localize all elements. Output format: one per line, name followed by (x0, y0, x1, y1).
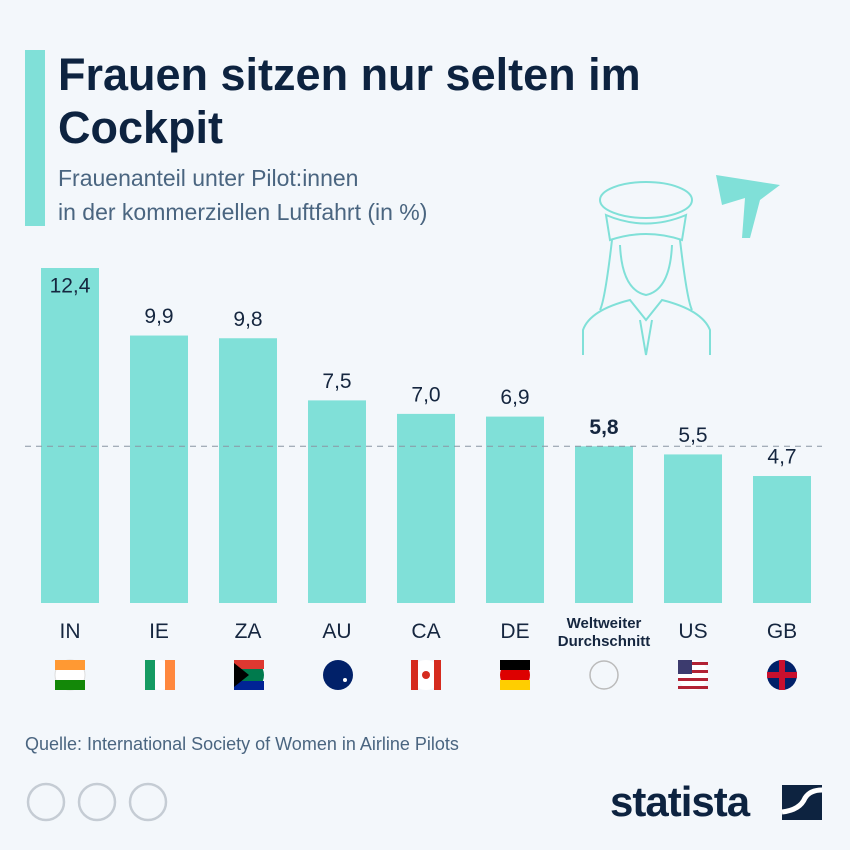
x-tick-label: DE (500, 620, 530, 643)
value-label: 9,9 (144, 305, 173, 328)
value-label: 7,0 (411, 383, 440, 406)
pilot-illustration (582, 175, 780, 356)
value-label: 7,5 (322, 370, 351, 393)
x-tick-label: IN (59, 620, 81, 643)
bar (130, 335, 188, 603)
value-label: 12,4 (50, 275, 91, 298)
bar (753, 476, 811, 603)
x-tick-label: Weltweiter Durchschnitt (557, 615, 651, 650)
x-tick-label: US (678, 620, 708, 643)
bar (308, 400, 366, 603)
x-tick-label: AU (322, 620, 352, 643)
chart-subtitle: in der kommerziellen Luftfahrt (in %) (58, 199, 428, 225)
brand: statista (610, 778, 750, 825)
bar (575, 446, 633, 603)
flags (54, 659, 797, 691)
title-accent (25, 50, 45, 226)
value-label: 9,8 (233, 308, 262, 331)
x-tick-label: ZA (234, 620, 262, 643)
x-tick-label: IE (149, 620, 169, 643)
bar (486, 416, 544, 603)
statista-logo-wave (781, 787, 823, 815)
value-label: 5,8 (589, 416, 619, 439)
bar (664, 454, 722, 603)
bar (397, 413, 455, 603)
source: Quelle: International Society of Women i… (25, 734, 459, 754)
chart-subtitle: Frauenanteil unter Pilot:innen (58, 165, 359, 191)
value-label: 6,9 (500, 386, 529, 409)
license-icons (26, 782, 168, 822)
value-label: 4,7 (767, 446, 796, 469)
x-tick-label: CA (411, 620, 441, 643)
value-label: 5,5 (678, 424, 707, 447)
bar (219, 338, 277, 603)
chart-title: Frauen sitzen nur selten im Cockpit (58, 49, 641, 153)
bar (41, 268, 99, 603)
x-tick-label: GB (766, 620, 798, 643)
